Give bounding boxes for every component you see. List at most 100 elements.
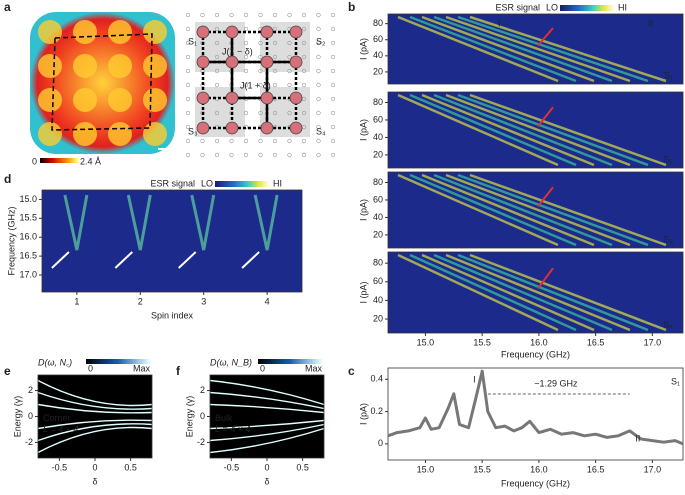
lattice-dot [258, 54, 263, 60]
panel-label: S₁ [664, 70, 673, 80]
heatmap-streak [421, 173, 595, 247]
lattice-dot [301, 138, 307, 144]
lattice-dot [301, 40, 307, 46]
plot-frame [387, 91, 684, 169]
lattice-dot [185, 124, 191, 130]
x-tick-label: 0 [92, 462, 97, 472]
y-tick-label: 40 [373, 295, 383, 305]
site [225, 25, 239, 39]
heatmap-streak [409, 253, 577, 332]
lattice-dot [214, 82, 220, 88]
panel-letter: d [4, 172, 11, 186]
colorbar [258, 359, 322, 364]
lattice-dot [185, 82, 191, 88]
heatmap-streak [445, 15, 631, 83]
heatmap-streak [421, 253, 595, 332]
heatmap-streak [253, 194, 279, 251]
annotation: Bulk [215, 413, 233, 423]
site [260, 91, 274, 105]
white-arrow [241, 251, 260, 269]
lattice-dot [316, 110, 321, 116]
lattice-dot [330, 82, 336, 88]
lattice-dot [243, 138, 249, 144]
band [209, 391, 325, 410]
lattice-dot [258, 12, 263, 18]
stm-blob [108, 20, 132, 44]
panel-title: D(ω, N꜀) [38, 357, 72, 367]
lattice-dot [214, 68, 220, 74]
y-axis-label: Energy (γ) [12, 396, 22, 438]
colorbar-label: HI [273, 178, 282, 188]
x-tick-label: 0 [264, 462, 269, 472]
colorbar-label: 2.4 Å [80, 156, 101, 166]
y-axis-label: Energy (γ) [184, 396, 194, 438]
red-arrow [537, 27, 554, 47]
lattice-dot [243, 12, 249, 18]
lattice-dot [243, 110, 249, 116]
lattice-dot [287, 110, 292, 116]
x-tick-label: 2 [138, 296, 143, 306]
stm-blob [73, 122, 97, 146]
lattice-dot [258, 152, 263, 158]
y-tick-label: 80 [373, 97, 383, 107]
lattice-dot [287, 152, 292, 158]
panel-label: S₃ [663, 234, 673, 244]
panel-letter: f [176, 364, 181, 378]
lattice-dot [301, 82, 307, 88]
stm-blob [38, 88, 62, 112]
lattice-dot [316, 152, 321, 158]
lattice-dot [330, 138, 336, 144]
heatmap-streak [397, 15, 559, 83]
x-tick-label: 16.0 [530, 337, 548, 347]
x-tick-label: 0.5 [124, 462, 137, 472]
y-tick-label: 80 [373, 18, 383, 28]
heatmap-streak [469, 15, 667, 83]
panel-letter: e [4, 364, 11, 378]
lattice-dot [272, 54, 278, 60]
lattice-dot [272, 82, 278, 88]
colorbar-label: Max [305, 363, 323, 373]
lattice-dot [185, 68, 191, 74]
lattice-dot [316, 82, 321, 88]
y-tick-label: 15.0 [19, 194, 37, 204]
heatmap-streak [126, 194, 152, 251]
lattice-dot [185, 96, 191, 102]
lattice-dot [243, 68, 249, 74]
colorbar-label: Max [133, 363, 151, 373]
heatmap-streak [190, 194, 216, 251]
y-axis-label: I (pA) [358, 199, 368, 221]
lattice-dot [258, 138, 263, 144]
site [196, 91, 210, 105]
stm-image [30, 12, 175, 154]
panel-label: S₁ [671, 376, 680, 386]
white-arrow [114, 251, 133, 269]
red-arrow [537, 267, 554, 290]
x-axis-label: Spin index [151, 310, 194, 320]
x-axis-label: Frequency (GHz) [501, 349, 570, 359]
lattice-dot [200, 12, 205, 18]
stm-blob [108, 54, 132, 78]
y-tick-label: 0 [378, 438, 383, 448]
lattice-dot [301, 110, 307, 116]
colorbar-label: 0 [260, 363, 265, 373]
band [209, 427, 325, 454]
heatmap-streak [433, 253, 613, 332]
x-tick-label: 15.0 [417, 337, 435, 347]
lattice-dot [258, 110, 263, 116]
plot-frame [41, 189, 303, 293]
heatmap-streak [469, 93, 667, 167]
site [225, 55, 239, 69]
site-label: S₄ [316, 126, 326, 136]
lattice-dot [214, 110, 220, 116]
lattice-dot [185, 54, 191, 60]
lattice-dot [185, 152, 191, 158]
y-tick-label: 60 [373, 194, 383, 204]
y-tick-label: 80 [373, 177, 383, 187]
site-label: S₂ [316, 36, 326, 46]
heatmap-streak [409, 15, 577, 83]
lattice-dot [330, 12, 336, 18]
y-tick-label: 0 [28, 411, 33, 421]
lattice-dot [200, 138, 205, 144]
site [196, 25, 210, 39]
lattice-dot [301, 68, 307, 74]
